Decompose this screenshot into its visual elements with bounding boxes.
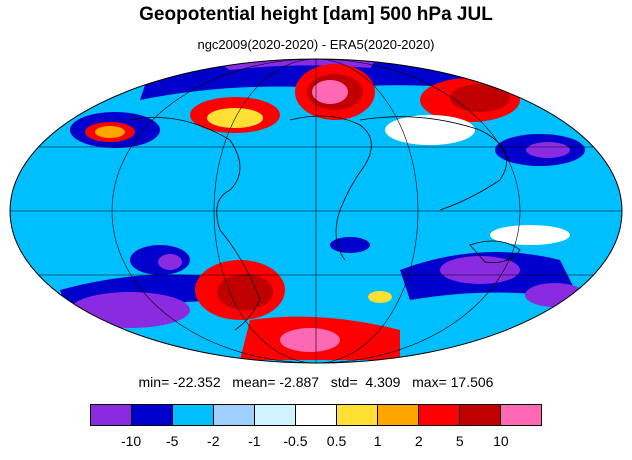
mean-label: mean= [232, 374, 276, 390]
statistics-line: min= -22.352 mean= -2.887 std= 4.309 max… [0, 374, 632, 390]
colorbar-box-0 [91, 405, 132, 425]
colorbar-box-5 [296, 405, 337, 425]
colorbar-box-2 [173, 405, 214, 425]
colorbar-box-1 [132, 405, 173, 425]
plot-subtitle: ngc2009(2020-2020) - ERA5(2020-2020) [197, 37, 435, 52]
plot-title: Geopotential height [dam] 500 hPa JUL [139, 4, 493, 25]
colorbar-tick-label: 2 [414, 433, 423, 449]
min-value: -22.352 [173, 374, 221, 390]
colorbar-box-4 [255, 405, 296, 425]
colorbar-tick-label: -0.5 [283, 433, 308, 449]
colorbar-tick-label: 1 [373, 433, 382, 449]
colorbar-tick-label: 10 [493, 433, 509, 449]
graticule [10, 59, 622, 363]
std-label: std= [330, 374, 358, 390]
max-value: 17.506 [450, 374, 494, 390]
colorbar-box-3 [214, 405, 255, 425]
colorbar-box-8 [419, 405, 460, 425]
colorbar-tick-label: -5 [165, 433, 179, 449]
coastlines [129, 115, 521, 331]
std-value: 4.309 [365, 374, 401, 390]
colorbar-box-7 [378, 405, 419, 425]
max-label: max= [412, 374, 447, 390]
mean-value: -2.887 [279, 374, 320, 390]
colorbar-tick-label: 5 [455, 433, 464, 449]
colorbar [90, 404, 542, 426]
colorbar-tick-label: -1 [248, 433, 261, 449]
colorbar-box-6 [337, 405, 378, 425]
colorbar-box-10 [501, 405, 541, 425]
colorbar-tick-label: 0.5 [326, 433, 347, 449]
colorbar-box-9 [460, 405, 501, 425]
colorbar-labels: -10 -5 -2 -1 -0.5 0.5 1 2 5 10 [0, 433, 632, 453]
colorbar-tick-label: -10 [120, 433, 142, 449]
colorbar-tick-label: -2 [207, 433, 220, 449]
min-label: min= [138, 374, 170, 390]
